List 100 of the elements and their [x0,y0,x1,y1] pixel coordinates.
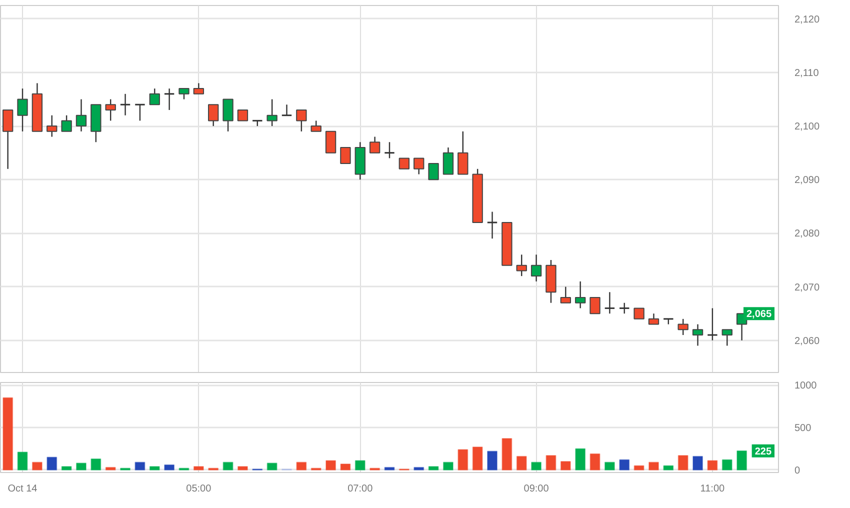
bar [17,452,28,470]
bar [692,456,704,470]
bar [663,465,674,470]
bar [619,459,630,470]
bar [222,462,234,470]
bar [604,462,615,470]
bar [32,462,42,470]
annotation: 225 [754,446,772,458]
candlestick [61,114,72,132]
y-tick-label: 2,100 [794,122,820,133]
bar [2,397,14,470]
candlestick [17,88,28,132]
candlestick [281,104,292,116]
candlestick [604,292,616,314]
candlestick [398,158,410,170]
bar [560,460,571,470]
candlestick [105,98,116,122]
candlestick [722,329,732,346]
candlestick [2,109,14,170]
bar [340,464,351,470]
candlestick [164,88,175,111]
candlestick [120,93,131,116]
candlestick [369,136,380,154]
bar [90,458,102,470]
bar [76,462,87,470]
candlestick [590,296,600,314]
annotation: 2,065 [746,309,772,320]
bar [458,449,468,470]
candlestick [574,280,586,309]
candlestick [648,312,660,325]
bar [442,462,454,470]
bar [648,462,659,470]
candlestick [222,98,234,132]
candlestick [193,82,204,94]
candlestick [458,130,468,175]
y-tick-label: 0 [794,465,800,476]
candlestick [178,88,190,100]
bar [384,466,395,470]
candlestick [76,98,87,132]
candlestick [530,254,542,282]
x-tick-label: Oct 14 [8,484,38,494]
candlestick [634,308,644,320]
y-tick-label: 2,070 [794,282,820,294]
bar [590,453,600,470]
candlestick [340,146,351,164]
bar [722,459,732,470]
candlestick [310,120,322,132]
y-tick-label: 500 [794,423,812,434]
bar [354,460,366,470]
bar [134,462,146,470]
bar [149,466,160,470]
y-tick-label: 2,080 [794,228,820,240]
candlestick [516,254,527,277]
bar [61,466,72,470]
y-tick-label: 2,110 [794,68,820,79]
candlestick [296,109,307,132]
y-tick-label: 2,090 [794,175,820,186]
candlestick [208,104,219,127]
bar [326,460,336,470]
bar [486,450,498,470]
bar [707,460,718,470]
bar [428,466,439,470]
bar [502,438,512,470]
bar [678,455,688,470]
bar [414,466,424,470]
candlestick [237,109,248,122]
bar [193,466,204,470]
bar [237,466,248,470]
bar [575,448,586,470]
candlestick [266,98,278,127]
bar [531,462,542,470]
x-tick-label: 05:00 [186,484,212,494]
candlestick [384,142,396,159]
bar [736,450,748,470]
bar [105,466,116,470]
x-tick-label: 07:00 [348,484,374,494]
candlestick [692,324,704,346]
bar [46,456,58,470]
candlestick [678,318,688,336]
candlestick [46,114,58,138]
bar [164,464,175,470]
candlestick [414,158,424,175]
bar [634,465,644,470]
candlestick [618,302,630,314]
x-tick-label: 11:00 [700,484,726,494]
bar [296,462,307,470]
candlestick [149,88,160,106]
y-tick-label: 2,120 [794,14,820,26]
bar [472,446,483,470]
bar [516,456,527,470]
bar [546,455,556,470]
bar [266,462,278,470]
y-tick-label: 1000 [794,380,818,392]
x-tick-label: 09:00 [524,484,550,494]
candlestick [325,130,336,154]
candlestick [134,104,146,122]
candlestick [706,308,718,341]
candlestick [428,163,439,180]
candlestick [442,146,454,175]
candlestick [486,211,498,240]
